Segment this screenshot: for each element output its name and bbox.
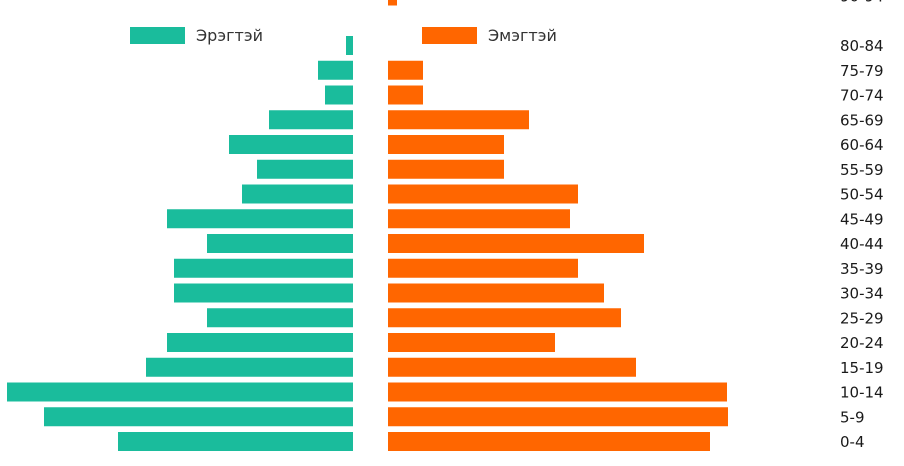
legend-label-female: Эмэгтэй bbox=[488, 26, 557, 45]
age-label-30-34: 30-34 bbox=[840, 285, 884, 303]
age-label-55-59: 55-59 bbox=[840, 161, 884, 179]
age-label-90-94: 90-94 bbox=[840, 0, 884, 6]
male-bars bbox=[7, 36, 353, 451]
female-bar-65-69 bbox=[388, 110, 529, 130]
age-label-10-14: 10-14 bbox=[840, 384, 884, 402]
female-bar-30-34 bbox=[388, 283, 604, 303]
male-bar-75-79 bbox=[318, 60, 353, 80]
age-label-35-39: 35-39 bbox=[840, 260, 884, 278]
age-label-45-49: 45-49 bbox=[840, 210, 884, 228]
age-label-50-54: 50-54 bbox=[840, 186, 884, 204]
female-bar-75-79 bbox=[388, 60, 423, 80]
legend-swatch-male bbox=[130, 27, 185, 44]
male-bar-55-59 bbox=[257, 159, 353, 179]
legend: Эрэгтэй Эмэгтэй bbox=[130, 26, 557, 45]
male-bar-30-34 bbox=[174, 283, 353, 303]
male-bar-5-9 bbox=[44, 407, 353, 427]
age-label-5-9: 5-9 bbox=[840, 408, 865, 426]
female-bar-15-19 bbox=[388, 357, 636, 377]
male-bar-45-49 bbox=[167, 209, 353, 229]
age-label-15-19: 15-19 bbox=[840, 359, 884, 377]
male-bar-35-39 bbox=[174, 258, 353, 278]
female-bar-60-64 bbox=[388, 135, 504, 154]
male-bar-60-64 bbox=[229, 135, 353, 154]
female-bar-25-29 bbox=[388, 308, 621, 328]
age-label-70-74: 70-74 bbox=[840, 87, 884, 105]
female-bar-45-49 bbox=[388, 209, 570, 229]
female-bar-5-9 bbox=[388, 407, 728, 427]
female-bar-10-14 bbox=[388, 382, 727, 402]
age-label-80-84: 80-84 bbox=[840, 37, 884, 55]
male-bar-40-44 bbox=[207, 234, 353, 253]
male-bar-0-4 bbox=[118, 432, 353, 451]
male-bar-15-19 bbox=[146, 357, 353, 377]
male-bar-20-24 bbox=[167, 333, 353, 352]
legend-label-male: Эрэгтэй bbox=[196, 26, 263, 45]
age-group-labels: 0-4 5-9 10-14 15-19 20-24 25-29 30-34 35-39 40-4… bbox=[840, 0, 884, 451]
female-bar-70-74 bbox=[388, 85, 423, 105]
age-label-20-24: 20-24 bbox=[840, 334, 884, 352]
female-bar-35-39 bbox=[388, 258, 578, 278]
female-bar-90-94 bbox=[388, 0, 397, 6]
male-bar-10-14 bbox=[7, 382, 353, 402]
female-bar-55-59 bbox=[388, 159, 504, 179]
age-label-65-69: 65-69 bbox=[840, 111, 884, 129]
age-label-60-64: 60-64 bbox=[840, 136, 884, 154]
female-bar-20-24 bbox=[388, 333, 555, 352]
male-bar-70-74 bbox=[325, 85, 353, 105]
male-bar-80-84 bbox=[346, 36, 353, 55]
age-label-75-79: 75-79 bbox=[840, 62, 884, 80]
male-bar-65-69 bbox=[269, 110, 353, 130]
age-label-25-29: 25-29 bbox=[840, 309, 884, 327]
female-bar-0-4 bbox=[388, 432, 710, 451]
female-bar-50-54 bbox=[388, 184, 578, 204]
female-bars bbox=[388, 0, 728, 451]
female-bar-40-44 bbox=[388, 234, 644, 253]
legend-swatch-female bbox=[422, 27, 477, 44]
male-bar-25-29 bbox=[207, 308, 353, 328]
age-label-40-44: 40-44 bbox=[840, 235, 884, 253]
male-bar-50-54 bbox=[242, 184, 353, 204]
age-label-0-4: 0-4 bbox=[840, 433, 865, 451]
